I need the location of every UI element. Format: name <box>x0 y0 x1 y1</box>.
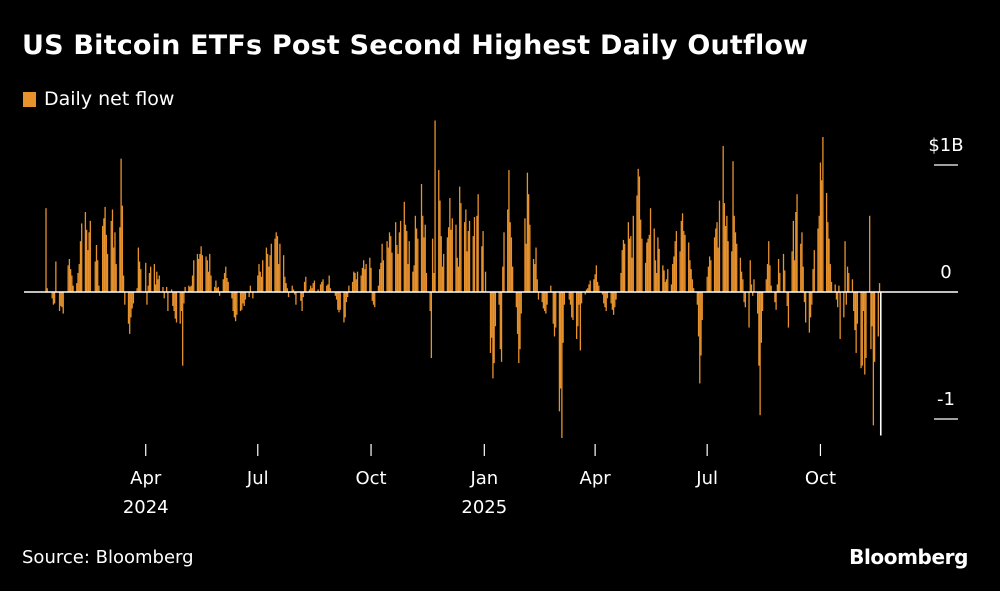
source-note: Source: Bloomberg <box>22 547 194 568</box>
legend: Daily net flow <box>23 88 174 110</box>
legend-swatch <box>23 91 36 107</box>
x-tick-label: Apr <box>130 468 162 489</box>
y-tick-label: $1B <box>928 135 963 156</box>
y-tick-label: 0 <box>940 262 951 283</box>
x-tick-label: Apr <box>580 468 612 489</box>
x-tick-label: Oct <box>805 468 836 489</box>
chart-title: US Bitcoin ETFs Post Second Highest Dail… <box>22 30 809 61</box>
legend-label: Daily net flow <box>44 88 175 110</box>
x-tick-label: Oct <box>355 468 386 489</box>
x-tick-label: Jan <box>469 468 498 489</box>
y-tick-label: -1 <box>937 389 955 410</box>
x-tick-label: Jul <box>695 468 718 489</box>
x-tick-year-label: 2025 <box>461 497 507 518</box>
x-tick-label: Jul <box>246 468 269 489</box>
bloomberg-logo: Bloomberg <box>849 545 968 569</box>
x-tick-year-label: 2024 <box>123 497 169 518</box>
